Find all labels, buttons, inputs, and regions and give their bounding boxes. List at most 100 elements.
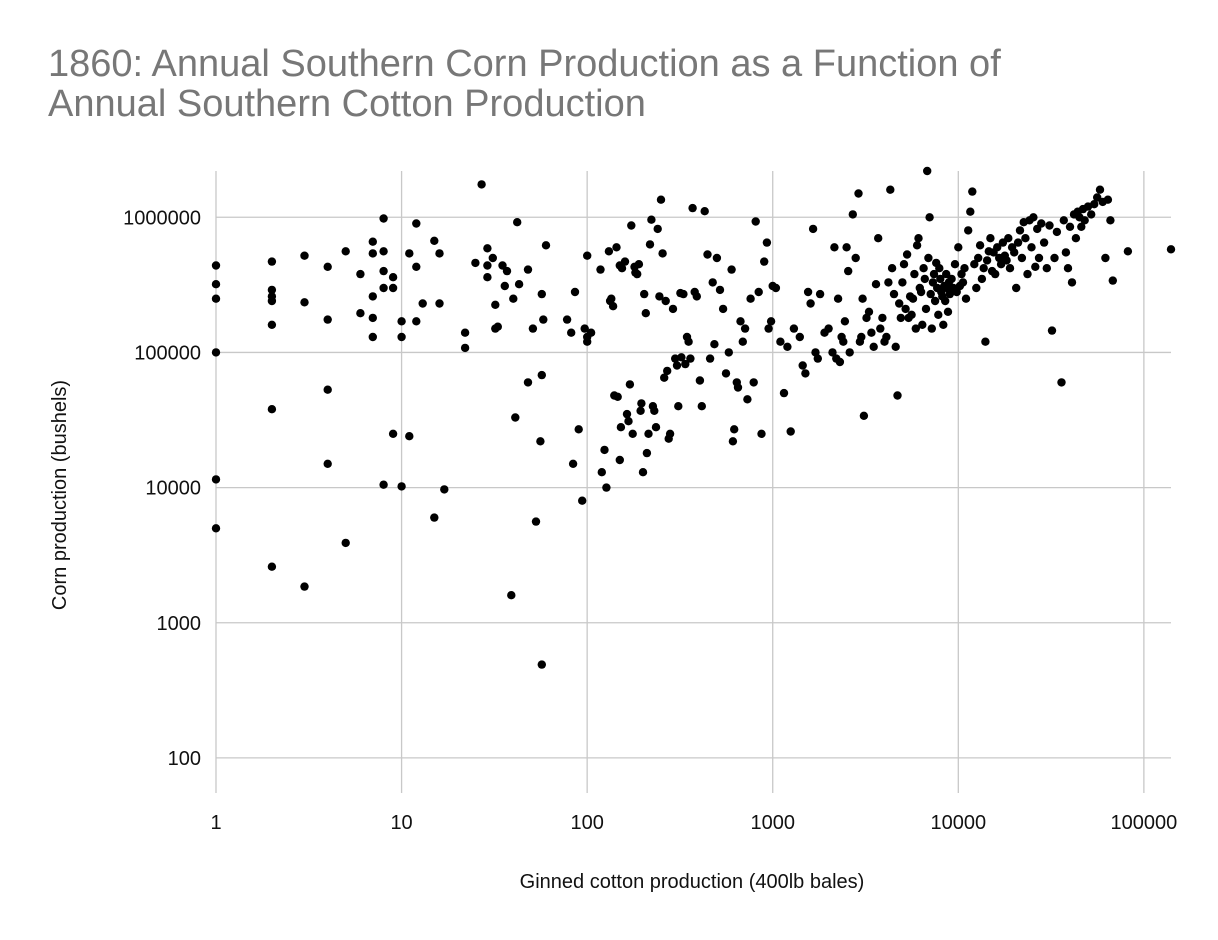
x-tick-label: 100000: [1111, 812, 1178, 834]
data-point: [211, 475, 221, 484]
data-point: [972, 283, 981, 293]
data-point: [528, 324, 538, 333]
data-point: [356, 269, 365, 279]
data-point: [740, 324, 750, 333]
data-point: [1090, 200, 1099, 209]
data-point: [926, 289, 935, 299]
data-point: [939, 320, 948, 329]
data-point: [1065, 222, 1075, 231]
data-point: [947, 274, 956, 284]
data-point: [658, 249, 667, 258]
data-point: [891, 342, 900, 351]
data-point: [1063, 264, 1073, 273]
y-tick-label: 10000: [145, 478, 201, 500]
chart-title-line-2: Annual Southern Cotton Production: [48, 83, 646, 125]
data-point: [1004, 234, 1013, 243]
data-point: [920, 274, 929, 284]
data-point: [961, 294, 971, 303]
data-point: [597, 468, 606, 477]
data-point: [970, 260, 979, 269]
data-point: [986, 234, 995, 243]
data-point: [612, 243, 621, 252]
data-point: [808, 224, 818, 234]
data-point: [925, 213, 934, 222]
data-point: [507, 591, 516, 600]
x-tick-label: 10000: [930, 812, 986, 834]
data-point: [977, 274, 987, 284]
data-point: [583, 337, 592, 346]
data-point: [397, 317, 406, 326]
data-point: [583, 251, 592, 260]
data-point: [848, 210, 857, 219]
data-point: [323, 262, 332, 271]
data-point: [923, 166, 932, 176]
data-point: [368, 237, 377, 246]
data-point: [845, 348, 854, 357]
data-point: [795, 332, 804, 342]
data-point: [815, 289, 825, 299]
data-point: [935, 264, 944, 273]
data-point: [824, 324, 833, 333]
data-point: [483, 244, 492, 253]
data-point: [924, 253, 933, 263]
data-point: [697, 402, 706, 411]
data-point: [1106, 216, 1115, 225]
data-point: [622, 409, 632, 419]
data-point: [1050, 253, 1059, 263]
data-point: [840, 317, 850, 326]
data-point: [749, 378, 758, 387]
data-point: [806, 299, 815, 308]
data-point: [267, 285, 277, 295]
data-point: [405, 432, 414, 441]
data-point: [211, 348, 221, 357]
data-point: [854, 189, 863, 198]
data-point: [783, 342, 792, 351]
data-point: [638, 468, 648, 477]
data-point: [596, 265, 605, 274]
data-point: [656, 195, 666, 204]
data-point: [600, 445, 609, 455]
data-point: [766, 317, 776, 326]
data-point: [267, 405, 277, 414]
data-point: [887, 264, 897, 273]
data-point: [211, 294, 221, 303]
data-point: [211, 280, 221, 289]
data-point: [323, 385, 332, 394]
data-point: [267, 320, 277, 329]
data-point: [498, 261, 507, 270]
data-point: [943, 307, 953, 316]
data-point: [653, 224, 662, 234]
data-point: [636, 406, 645, 415]
data-point: [899, 260, 909, 269]
data-point: [300, 582, 309, 591]
data-point: [746, 294, 755, 303]
data-point: [968, 187, 977, 196]
data-point: [608, 302, 618, 311]
data-point: [1023, 269, 1032, 279]
tick-labels: 1 10 100 1000 10000 100000 100 1000 10000 100000 1…: [123, 207, 1177, 834]
data-point: [1015, 226, 1025, 235]
data-point: [412, 317, 421, 326]
data-point: [300, 251, 309, 260]
data-point: [514, 280, 524, 289]
data-point: [876, 324, 885, 333]
data-point: [1031, 262, 1040, 271]
data-point: [645, 240, 655, 249]
data-point: [715, 285, 725, 295]
data-points: [211, 166, 1176, 669]
data-point: [1108, 276, 1118, 285]
data-point: [513, 218, 522, 227]
data-point: [700, 207, 709, 216]
data-point: [537, 660, 546, 669]
data-point: [736, 317, 745, 326]
data-point: [655, 292, 664, 301]
data-point: [733, 383, 743, 392]
data-point: [668, 304, 678, 314]
data-point: [979, 264, 988, 273]
data-point: [388, 283, 398, 293]
data-point: [477, 180, 486, 189]
data-point: [789, 324, 799, 333]
data-point: [523, 265, 533, 274]
data-point: [1039, 238, 1049, 247]
data-point: [1047, 326, 1057, 335]
